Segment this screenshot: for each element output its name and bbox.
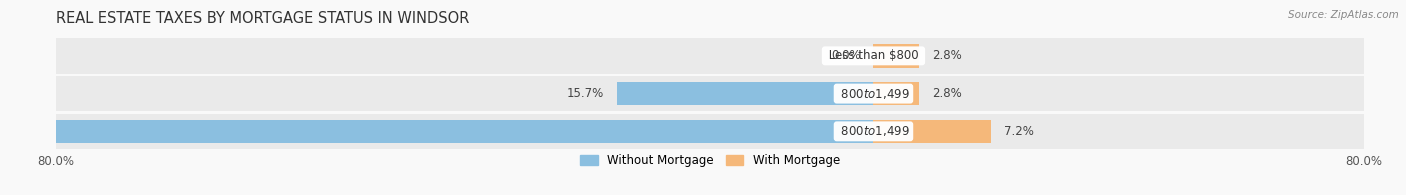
Text: 7.2%: 7.2% [1004, 125, 1033, 138]
Text: REAL ESTATE TAXES BY MORTGAGE STATUS IN WINDSOR: REAL ESTATE TAXES BY MORTGAGE STATUS IN … [56, 11, 470, 26]
Text: $800 to $1,499: $800 to $1,499 [837, 124, 910, 138]
Bar [0, 120, 873, 143]
Bar [617, 82, 873, 105]
Text: 0.0%: 0.0% [831, 49, 860, 62]
Bar [873, 120, 991, 143]
Bar [873, 44, 920, 67]
Text: 2.8%: 2.8% [932, 87, 962, 100]
Text: 2.8%: 2.8% [932, 49, 962, 62]
Bar [56, 38, 1364, 74]
Text: $800 to $1,499: $800 to $1,499 [837, 87, 910, 101]
Bar [873, 82, 920, 105]
Text: 15.7%: 15.7% [567, 87, 603, 100]
Bar [56, 114, 1364, 149]
Legend: Without Mortgage, With Mortgage: Without Mortgage, With Mortgage [581, 154, 839, 167]
Text: Source: ZipAtlas.com: Source: ZipAtlas.com [1288, 10, 1399, 20]
Text: Less than $800: Less than $800 [825, 49, 922, 62]
Bar [56, 76, 1364, 111]
